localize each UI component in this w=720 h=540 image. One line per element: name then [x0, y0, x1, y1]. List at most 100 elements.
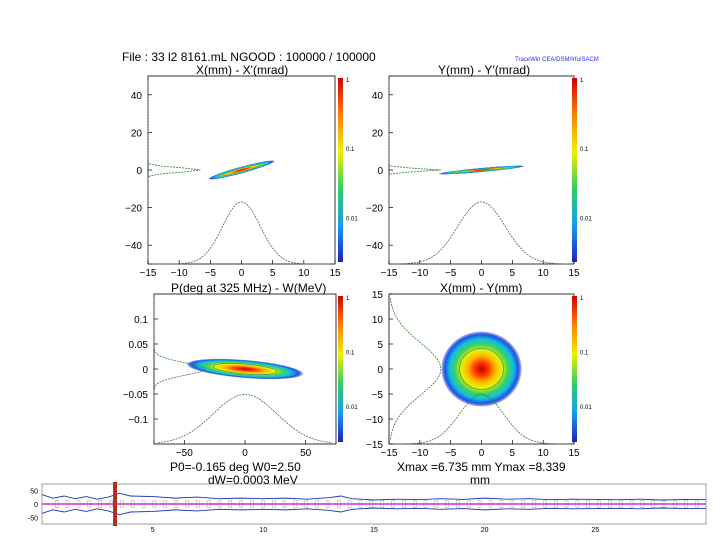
beam-contour-3: [459, 348, 504, 390]
x-tick-label-1-0: −15: [381, 268, 398, 279]
y-profile-1: [388, 80, 441, 260]
colorbar-label-3-2: 0.01: [580, 405, 592, 411]
colorbar-label-2-2: 0.01: [346, 405, 358, 411]
y-tick-label-2-1: −0.05: [123, 390, 149, 401]
y-tick-label-2-4: 0.1: [134, 315, 148, 326]
xy-footer-line1: Xmax =6.735 mm Ymax =8.339: [397, 460, 566, 474]
beam-core-1: [438, 165, 525, 175]
panel-title-phase-energy: P(deg at 325 MHz) - W(MeV): [171, 281, 327, 295]
colorbar-label-1-2: 0.01: [580, 216, 592, 222]
envelope-x-tick-0: 5: [151, 527, 155, 534]
envelope-y-tick-0: -50: [28, 515, 38, 522]
position-marker: [113, 482, 118, 526]
x-tick-label-1-2: −5: [445, 268, 457, 279]
colorbar-label-0-2: 0.01: [346, 216, 358, 222]
y-tick-label-1-1: −20: [366, 204, 383, 215]
x-tick-label-0-0: −15: [140, 268, 157, 279]
x-tick-label-3-5: 10: [538, 448, 550, 459]
y-tick-label-1-3: 20: [372, 128, 384, 139]
envelope-x-tick-4: 25: [591, 527, 599, 534]
colorbar-label-0-1: 0.1: [346, 147, 355, 153]
colorbar-0: [338, 78, 343, 262]
panel-title-x-xp: X(mm) - X'(mrad): [196, 63, 289, 77]
y-tick-label-0-1: −20: [125, 204, 142, 215]
y-tick-label-1-2: 0: [377, 166, 383, 177]
beam-core-3: [441, 331, 522, 407]
phase-footer-line2: dW=0.0003 MeV: [208, 473, 298, 487]
x-tick-label-3-6: 15: [568, 448, 580, 459]
x-tick-label-3-2: −5: [445, 448, 457, 459]
beam-core-0: [208, 160, 275, 180]
y-tick-label-0-0: −40: [125, 241, 142, 252]
y-tick-label-2-2: 0: [142, 365, 148, 376]
x-profile-0: [152, 201, 331, 265]
x-tick-label-1-5: 10: [538, 268, 550, 279]
x-tick-label-0-6: 15: [329, 268, 341, 279]
x-tick-label-0-1: −10: [171, 268, 188, 279]
x-tick-label-0-3: 0: [239, 268, 245, 279]
colorbar-label-0-0: 1: [346, 78, 350, 84]
x-tick-label-1-6: 15: [568, 268, 580, 279]
beam-contour-0: [222, 164, 261, 176]
x-tick-label-1-1: −10: [411, 268, 428, 279]
colorbar-label-2-1: 0.1: [346, 351, 355, 357]
x-tick-label-3-1: −10: [411, 448, 428, 459]
envelope-x-tick-2: 15: [370, 527, 378, 534]
y-tick-label-1-0: −40: [366, 241, 383, 252]
y-tick-label-3-0: −15: [366, 440, 383, 451]
x-tick-label-2-2: 50: [300, 448, 312, 459]
beam-density-0: [208, 160, 275, 180]
beam-core-2: [186, 358, 304, 380]
envelope-lower: [41, 507, 707, 516]
x-tick-label-0-2: −5: [205, 268, 217, 279]
colorbar-1: [572, 78, 577, 262]
colorbar-2: [338, 296, 343, 442]
envelope-y-tick-1: 0: [34, 502, 38, 509]
panel-title-y-yp: Y(mm) - Y'(mrad): [438, 63, 531, 77]
x-tick-label-2-0: −50: [176, 448, 193, 459]
y-tick-label-0-4: 40: [131, 91, 143, 102]
colorbar-3: [572, 296, 577, 442]
y-profile-3: [389, 297, 442, 441]
beam-density-1: [438, 165, 525, 175]
envelope-upper: [41, 492, 707, 501]
y-tick-label-3-4: 5: [377, 340, 383, 351]
envelope-y-tick-2: 50: [30, 489, 38, 496]
y-tick-label-0-2: 0: [136, 166, 142, 177]
y-profile-0: [147, 80, 201, 260]
x-tick-label-2-1: 0: [242, 448, 248, 459]
x-tick-label-1-4: 5: [510, 268, 516, 279]
x-tick-label-3-4: 5: [510, 448, 516, 459]
y-tick-label-2-3: 0.05: [129, 340, 149, 351]
y-tick-label-3-1: −10: [366, 415, 383, 426]
xy-footer-line2: mm: [470, 473, 490, 487]
colorbar-label-3-0: 1: [580, 296, 584, 302]
colorbar-label-1-1: 0.1: [580, 147, 589, 153]
beam-contour-1: [457, 167, 506, 173]
envelope-x-tick-3: 20: [481, 527, 489, 534]
tracewin-tag: TraceWin CEA/DSM/Irfu/SACM: [515, 57, 599, 63]
y-tick-label-1-4: 40: [372, 91, 384, 102]
phase-footer-line1: P0=-0.165 deg W0=2.50: [170, 460, 301, 474]
x-profile-1: [392, 201, 570, 265]
beam-density-2: [186, 358, 304, 380]
y-tick-label-3-2: −5: [372, 390, 384, 401]
x-tick-label-3-3: 0: [479, 448, 485, 459]
x-tick-label-1-3: 0: [479, 268, 485, 279]
x-tick-label-0-5: 10: [298, 268, 310, 279]
y-tick-label-2-0: −0.1: [128, 415, 148, 426]
x-profile-2: [157, 394, 333, 444]
colorbar-label-1-0: 1: [580, 78, 584, 84]
y-tick-label-3-3: 0: [377, 365, 383, 376]
x-tick-label-3-0: −15: [381, 448, 398, 459]
file-header: File : 33 l2 8161.mL NGOOD : 100000 / 10…: [122, 50, 376, 64]
y-tick-label-0-3: 20: [131, 128, 143, 139]
colorbar-label-2-0: 1: [346, 296, 350, 302]
beam-contour-2: [212, 363, 278, 375]
x-tick-label-0-4: 5: [270, 268, 276, 279]
y-tick-label-3-6: 15: [372, 290, 384, 301]
y-tick-label-3-5: 10: [372, 315, 384, 326]
colorbar-label-3-1: 0.1: [580, 351, 589, 357]
